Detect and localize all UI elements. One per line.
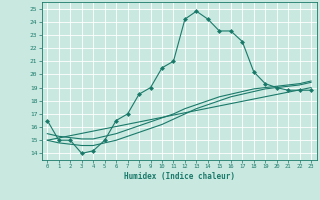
X-axis label: Humidex (Indice chaleur): Humidex (Indice chaleur) [124, 172, 235, 181]
